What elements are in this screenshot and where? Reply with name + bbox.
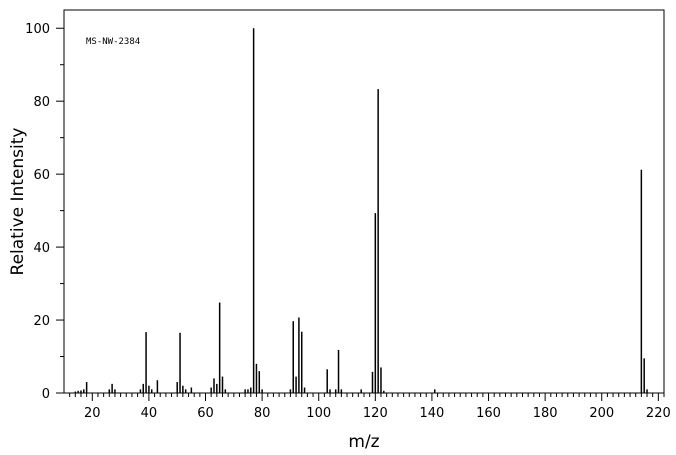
x-tick-label: 160 bbox=[476, 406, 501, 421]
spectrum-id-label: MS-NW-2384 bbox=[86, 37, 140, 47]
x-axis-title: m/z bbox=[348, 432, 379, 452]
x-tick-label: 80 bbox=[254, 406, 271, 421]
x-tick-label: 180 bbox=[533, 406, 558, 421]
y-tick-label: 0 bbox=[42, 387, 50, 402]
y-tick-label: 40 bbox=[33, 241, 50, 256]
y-axis-ticks: 0 20 40 60 80 100 bbox=[25, 22, 64, 402]
plot-frame bbox=[63, 9, 665, 394]
x-tick-label: 20 bbox=[84, 406, 101, 421]
x-tick-label: 200 bbox=[589, 406, 614, 421]
x-tick-label: 40 bbox=[141, 406, 158, 421]
x-tick-label: 140 bbox=[420, 406, 445, 421]
x-axis-ticks: 20 40 60 80 100 120 140 160 180 200 220 bbox=[84, 393, 671, 421]
y-tick-label: 20 bbox=[33, 314, 50, 329]
y-tick-label: 100 bbox=[25, 22, 50, 37]
peak-bars bbox=[74, 28, 648, 393]
x-tick-label: 60 bbox=[197, 406, 214, 421]
minor-ticks bbox=[60, 64, 665, 397]
x-tick-label: 120 bbox=[363, 406, 388, 421]
x-tick-label: 220 bbox=[646, 406, 671, 421]
y-axis-title: Relative Intensity bbox=[8, 128, 28, 276]
y-tick-label: 60 bbox=[33, 168, 50, 183]
x-tick-label: 100 bbox=[306, 406, 331, 421]
y-tick-label: 80 bbox=[33, 95, 50, 110]
